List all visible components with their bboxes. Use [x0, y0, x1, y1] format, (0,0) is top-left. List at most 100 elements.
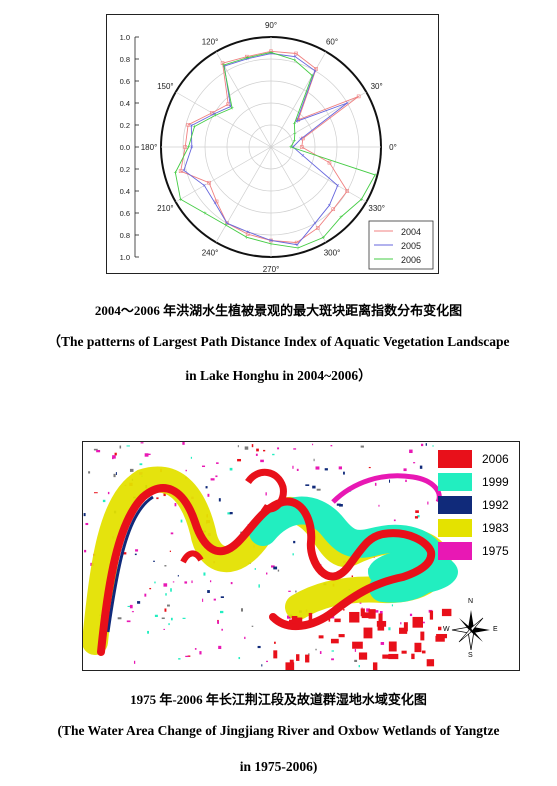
map-speckle [331, 650, 334, 652]
red-patch [334, 618, 341, 623]
map-speckle [221, 628, 223, 631]
radial-tick-label: 0.8 [120, 231, 130, 240]
map-speckle [315, 648, 317, 651]
map-speckle [129, 468, 134, 472]
map-speckle [165, 593, 167, 596]
data-point-2005: × [190, 145, 194, 151]
map-speckle [126, 445, 130, 447]
map-speckle [432, 445, 434, 447]
map-speckle [134, 553, 137, 556]
map-speckle [256, 448, 259, 452]
figure2-caption-en-line2: in 1975-2006) [239, 759, 318, 774]
data-point-2005: × [182, 168, 186, 174]
polar-grid-spoke [215, 146, 272, 243]
map-speckle [277, 569, 280, 572]
polar-grid-spoke [270, 91, 367, 148]
map-speckle [88, 471, 91, 474]
data-point-2004 [186, 122, 190, 127]
compass-n: N [468, 598, 474, 605]
polar-angle-label: 150° [157, 82, 174, 91]
map-speckle [220, 596, 224, 598]
data-point-2006: + [245, 56, 249, 62]
map-speckle [240, 608, 244, 612]
polar-angle-label: 300° [324, 249, 341, 258]
map-speckle [368, 466, 371, 469]
map-speckle [190, 456, 193, 459]
map-speckle [366, 608, 370, 612]
data-point-2005: × [328, 203, 332, 209]
map-speckle [261, 664, 263, 667]
map-speckle [271, 565, 275, 568]
map-speckle [207, 493, 210, 497]
data-point-2004 [294, 51, 298, 56]
map-speckle [96, 449, 101, 453]
legend-label-1999: 1999 [482, 475, 509, 489]
map-speckle [244, 636, 246, 640]
data-point-2004 [178, 169, 183, 173]
series-line-2005 [183, 53, 348, 246]
figure1-caption-en-line1: （The patterns of Largest Path Distance I… [47, 334, 510, 349]
map-speckle [378, 504, 380, 507]
data-point-2005: × [246, 57, 250, 63]
map-speckle [308, 653, 310, 656]
data-point-2004 [356, 94, 361, 99]
data-point-2006: + [179, 197, 183, 203]
legend-label-1992: 1992 [482, 498, 509, 512]
map-speckle [202, 598, 204, 602]
red-patch [358, 652, 368, 660]
map-speckle [292, 465, 294, 469]
data-point-2006: + [245, 235, 249, 241]
map-speckle [170, 617, 173, 621]
map-speckle [182, 442, 185, 445]
radial-tick-label: 0.6 [120, 209, 130, 218]
red-patch [368, 609, 376, 619]
legend-swatch-1983 [438, 519, 472, 537]
legend-label-2005: 2005 [401, 241, 421, 251]
map-speckle [140, 442, 144, 444]
data-point-2005: × [269, 239, 273, 245]
map-speckle [163, 492, 166, 497]
map-speckle [93, 448, 98, 451]
map-speckle [123, 552, 127, 555]
map-speckle [182, 617, 186, 619]
polar-angle-label: 180° [141, 143, 158, 152]
figure2-caption-en-line1: (The Water Area Change of Jingjiang Rive… [57, 723, 500, 738]
map-speckle [421, 650, 426, 654]
map-speckle [414, 516, 419, 519]
data-point-2006: + [293, 58, 297, 64]
map-speckle [205, 486, 208, 489]
map-speckle [254, 568, 256, 570]
map-speckle [161, 617, 165, 620]
oxbow-2006-b [180, 550, 204, 564]
map-speckle [144, 453, 149, 457]
compass-rose: N S W E [443, 598, 498, 659]
map-speckle [213, 598, 216, 601]
map-speckle [163, 628, 165, 630]
map-speckle [419, 465, 423, 469]
polar-grid-spoke [270, 146, 367, 203]
map-speckle [167, 604, 170, 607]
map-speckle [216, 462, 219, 464]
map-speckle [217, 620, 219, 624]
red-patch [414, 642, 422, 653]
data-point-2006: + [214, 113, 218, 119]
map-speckle [330, 445, 333, 447]
red-patch [376, 620, 387, 627]
map-speckle [144, 593, 147, 597]
red-patch [429, 610, 434, 620]
map-speckle [194, 648, 197, 650]
map-speckle [177, 574, 179, 577]
map-speckle [316, 488, 321, 491]
map-speckle [425, 443, 427, 446]
radial-tick-label: 0.2 [120, 165, 130, 174]
map-speckle [266, 660, 268, 663]
map-speckle [274, 641, 276, 644]
map-speckle [354, 648, 357, 652]
red-patch [308, 612, 313, 623]
radial-tick-label: 0.4 [120, 99, 130, 108]
data-point-2006: + [269, 50, 273, 56]
data-point-2006: + [289, 145, 293, 151]
data-point-2004 [207, 180, 211, 185]
map-speckle [331, 658, 334, 661]
figure1-caption-cn: 2004～2006 年洪湖水生植被景观的最大斑块距离指数分布变化图 [94, 303, 463, 318]
